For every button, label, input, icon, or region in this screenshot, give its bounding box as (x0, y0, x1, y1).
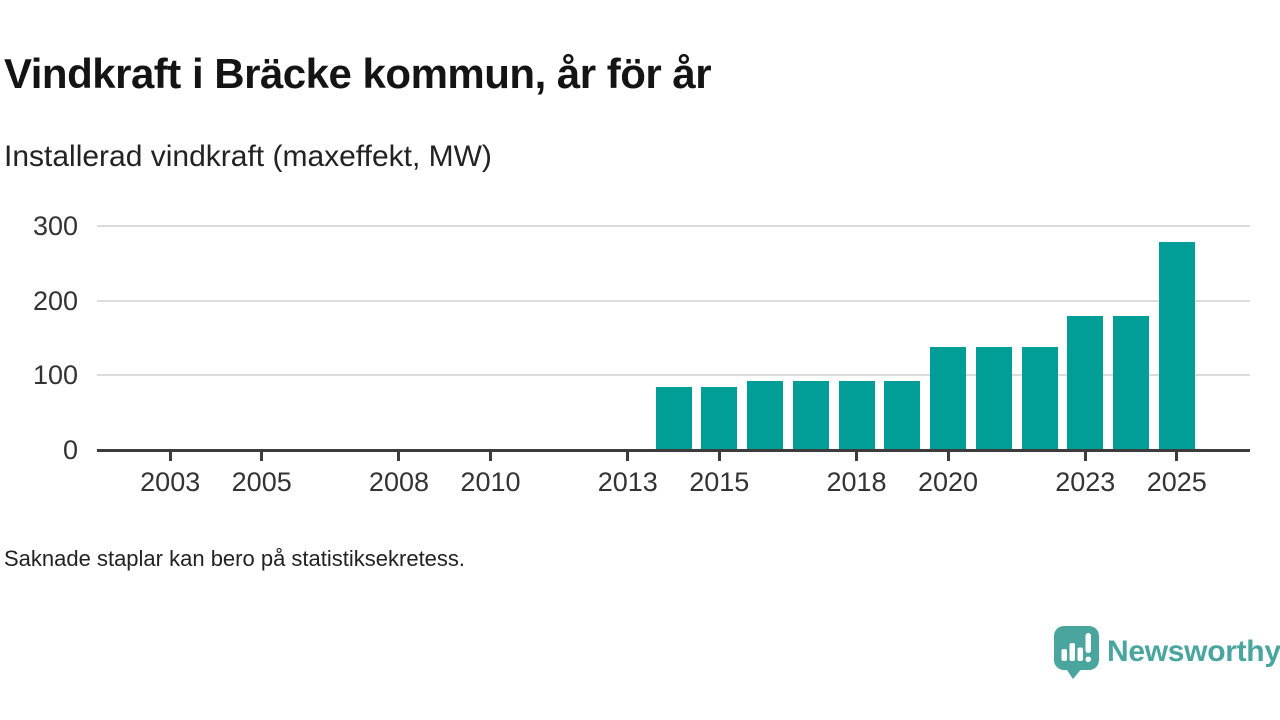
x-axis-tick-label-2005: 2005 (231, 467, 292, 497)
bar-2022 (1021, 346, 1058, 450)
y-axis-tick-label-100: 100 (32, 360, 78, 391)
x-axis-tick-label-2015: 2015 (689, 467, 750, 497)
bar-2020 (930, 346, 967, 450)
x-axis-tick-label-2025: 2025 (1146, 467, 1207, 497)
bar-2019 (884, 381, 921, 450)
x-axis-tick-label-2018: 2018 (826, 467, 887, 497)
gridline-300 (97, 225, 1250, 227)
newsworthy-logo-text: Newsworthy (1107, 635, 1280, 668)
x-axis-tick-2020 (946, 451, 950, 461)
x-axis-tick-label-2020: 2020 (917, 467, 979, 497)
chart-footnote: Saknade staplar kan bero på statistiksek… (4, 546, 466, 571)
bar-2014 (655, 386, 692, 450)
y-axis-tick-label-300: 300 (32, 211, 78, 241)
bar-2017 (792, 381, 829, 450)
x-axis-tick-label-2003: 2003 (140, 467, 201, 497)
x-axis-tick-label-2008: 2008 (368, 467, 429, 497)
x-axis-tick-2010 (488, 451, 492, 461)
y-axis-tick-label-0: 0 (62, 435, 78, 465)
speech-bubble-bar-chart-icon (1054, 626, 1099, 679)
x-axis-tick-2005 (260, 451, 264, 461)
x-axis-tick-label-2010: 2010 (460, 467, 521, 497)
x-axis-tick-label-2023: 2023 (1055, 467, 1116, 497)
x-axis-tick-2015 (717, 451, 721, 461)
x-axis-tick-2018 (855, 451, 859, 461)
x-axis-line (97, 448, 1250, 452)
bar-2023 (1067, 315, 1104, 450)
x-axis-tick-2013 (626, 451, 630, 461)
bar-2021 (975, 346, 1012, 450)
bar-2015 (701, 386, 738, 450)
bar-2024 (1113, 315, 1150, 450)
x-axis-tick-2008 (397, 451, 401, 461)
x-axis-tick-2003 (168, 451, 172, 461)
newsworthy-logo: Newsworthy (1053, 625, 1280, 679)
bar-2018 (838, 381, 875, 450)
x-axis-tick-label-2013: 2013 (597, 467, 658, 497)
chart-subtitle: Installerad vindkraft (maxeffekt, MW) (4, 140, 492, 173)
x-axis-tick-2025 (1175, 451, 1179, 461)
gridline-200 (97, 299, 1250, 302)
gridline-100 (97, 374, 1250, 377)
y-axis-tick-label-200: 200 (32, 285, 78, 316)
chart-title: Vindkraft i Bräcke kommun, år för år (4, 50, 712, 97)
bar-2016 (747, 381, 783, 450)
x-axis-tick-2023 (1083, 451, 1087, 461)
bar-2025 (1158, 242, 1195, 450)
